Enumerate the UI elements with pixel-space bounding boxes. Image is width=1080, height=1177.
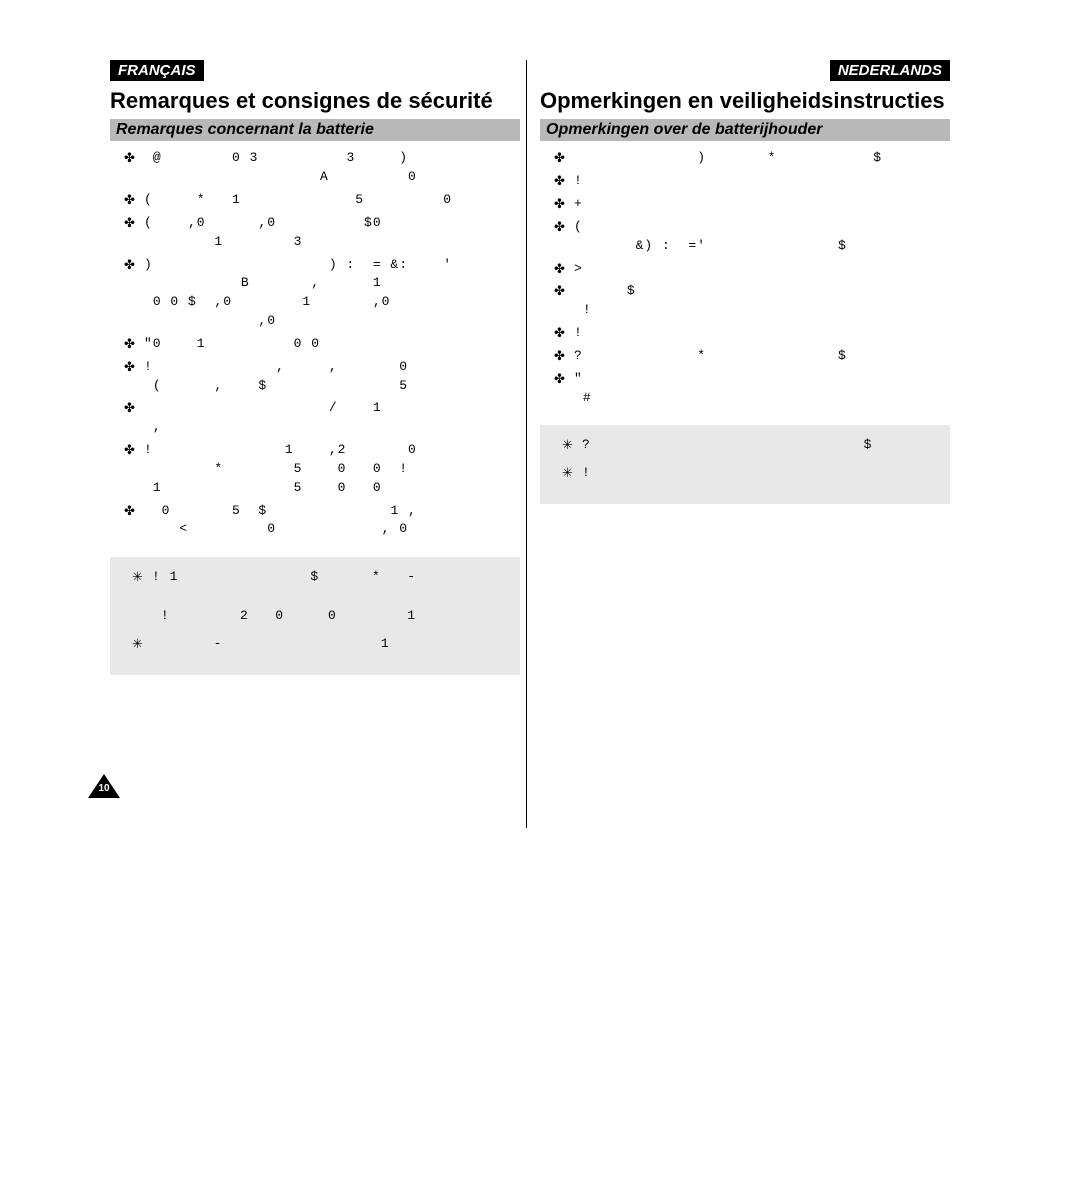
bullet-item: ? * $ xyxy=(558,347,944,366)
note-box-left: ! 1 $ * - ! 2 0 0 1 - 1 xyxy=(110,557,520,675)
bullet-item: ( &) : =' $ xyxy=(558,218,944,256)
bullet-item: ( * 1 5 0 xyxy=(128,191,514,210)
language-badge-nederlands: NEDERLANDS xyxy=(830,60,950,81)
note-item: ! xyxy=(566,463,936,483)
bullet-item: ! xyxy=(558,324,944,343)
note-item: ! 1 $ * - ! 2 0 0 1 xyxy=(136,567,506,626)
main-title-left: Remarques et consignes de sécurité xyxy=(110,88,520,113)
bullet-list-right: ) * $ ! + ( &) : =' $ > $ ! ! ? * $ " # xyxy=(540,149,950,407)
note-item: ? $ xyxy=(566,435,936,455)
note-box-right: ? $ ! xyxy=(540,425,950,504)
bullet-item: ! 1 ,2 0 * 5 0 0 ! 1 5 0 0 xyxy=(128,441,514,498)
section-title-right: Opmerkingen over de batterijhouder xyxy=(540,119,950,141)
bullet-item: " # xyxy=(558,370,944,408)
section-title-left: Remarques concernant la batterie xyxy=(110,119,520,141)
right-column: NEDERLANDS Opmerkingen en veiligheidsins… xyxy=(530,60,950,675)
bullet-item: "0 1 0 0 xyxy=(128,335,514,354)
note-list-right: ? $ ! xyxy=(548,435,942,482)
bullet-item: ( ,0 ,0 $0 1 3 xyxy=(128,214,514,252)
language-row-left: FRANÇAIS xyxy=(110,60,520,82)
bullet-item: ! , , 0 ( , $ 5 xyxy=(128,358,514,396)
bullet-item: ) * $ xyxy=(558,149,944,168)
main-title-right: Opmerkingen en veiligheidsinstructies xyxy=(540,88,950,113)
bullet-item: + xyxy=(558,195,944,214)
note-item: - 1 xyxy=(136,634,506,654)
language-row-right: NEDERLANDS xyxy=(540,60,950,82)
language-badge-francais: FRANÇAIS xyxy=(110,60,204,81)
bullet-item: 0 5 $ 1 , < 0 , 0 xyxy=(128,502,514,540)
manual-page: FRANÇAIS Remarques et consignes de sécur… xyxy=(0,0,1080,1177)
two-column-layout: FRANÇAIS Remarques et consignes de sécur… xyxy=(110,60,950,675)
bullet-item: ! xyxy=(558,172,944,191)
page-number-triangle-icon: 10 xyxy=(88,774,120,798)
bullet-item: / 1 , xyxy=(128,399,514,437)
bullet-item: > xyxy=(558,260,944,279)
bullet-item: @ 0 3 3 ) A 0 xyxy=(128,149,514,187)
page-number: 10 xyxy=(96,783,112,794)
bullet-item: $ ! xyxy=(558,282,944,320)
bullet-list-left: @ 0 3 3 ) A 0 ( * 1 5 0 ( ,0 ,0 $0 1 3 )… xyxy=(110,149,520,539)
bullet-item: ) ) : = &: ' B , 1 0 0 $ ,0 1 ,0 ,0 xyxy=(128,256,514,331)
note-list-left: ! 1 $ * - ! 2 0 0 1 - 1 xyxy=(118,567,512,653)
left-column: FRANÇAIS Remarques et consignes de sécur… xyxy=(110,60,530,675)
